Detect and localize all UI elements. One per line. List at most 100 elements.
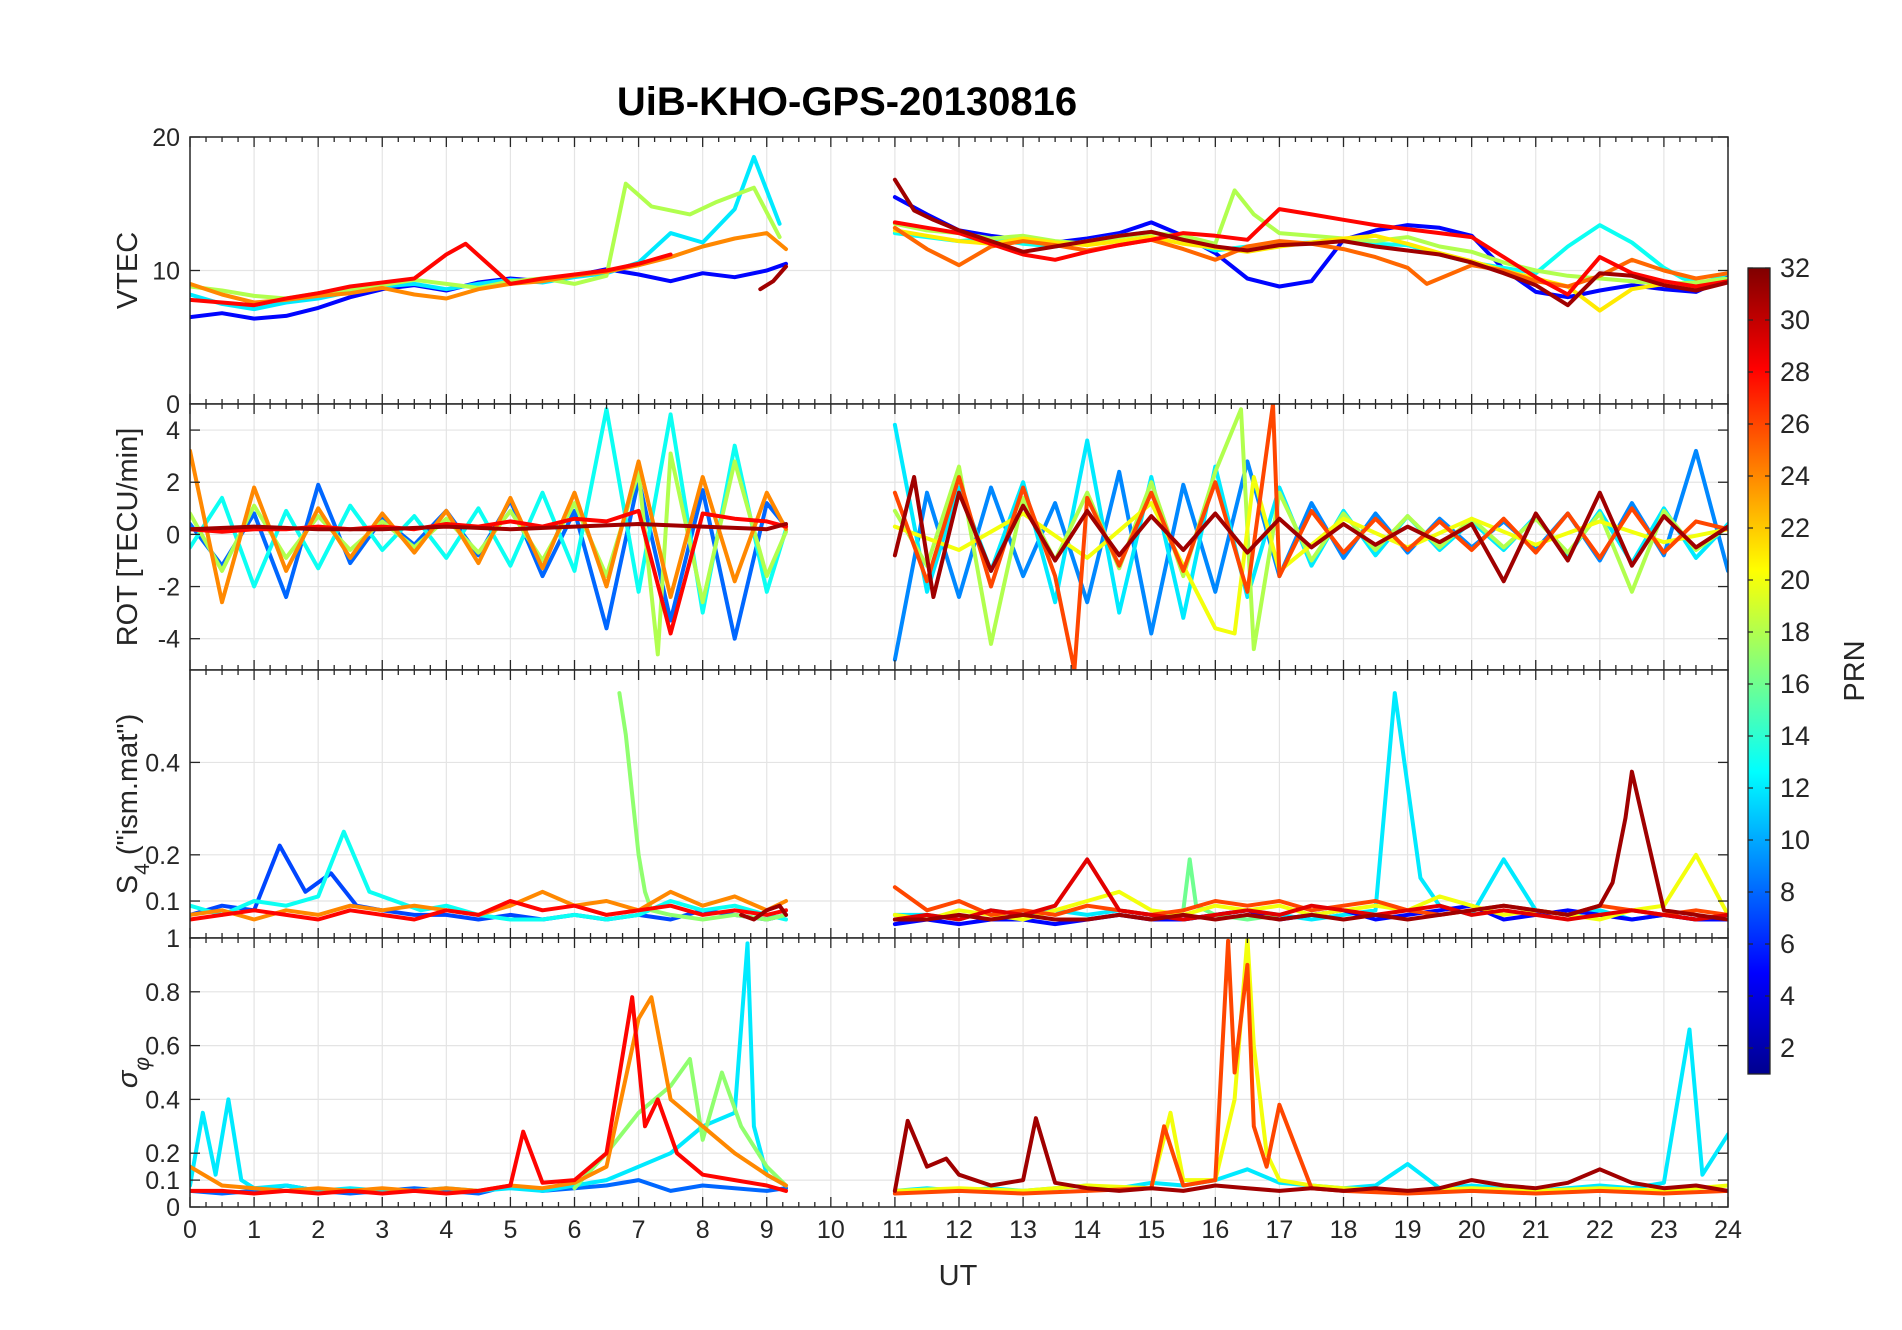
grid <box>190 938 1728 1207</box>
colorbar-tick-label: 6 <box>1780 929 1795 959</box>
panel-4: 00.10.2 0.4 0.6 0.8 1 σφ <box>112 925 1729 1222</box>
grid <box>190 137 1728 404</box>
x-tick-label: 1 <box>247 1216 261 1244</box>
x-axis: 0 1 2 3 4 5 6 7 8 9 10 11 12 13 14 15 16 17 18 19 20 21 22 23 24 <box>183 1216 1742 1244</box>
series-line-prn-28 <box>190 995 788 1196</box>
series-line-prn-17 <box>572 1057 788 1191</box>
colorbar-tick-label: 2 <box>1780 1033 1795 1063</box>
colorbar-tick-label: 14 <box>1780 721 1810 751</box>
x-tick-label: 8 <box>696 1216 710 1244</box>
series-line-prn-31 <box>892 769 1728 922</box>
series-line-prn-28 <box>892 207 1728 297</box>
chart-title: UiB-KHO-GPS-20130816 <box>617 80 1077 124</box>
x-tick-label: 16 <box>1201 1216 1229 1244</box>
x-tick-label: 7 <box>632 1216 646 1244</box>
panel-2: -4 -2 0 2 4 ROT [TECU/min] <box>112 403 1729 671</box>
series-line-prn-31 <box>739 903 788 922</box>
series-line-prn-28 <box>190 899 788 922</box>
x-tick-label: 23 <box>1650 1216 1678 1244</box>
x-tick-label: 14 <box>1073 1216 1101 1244</box>
x-ticks <box>189 938 1729 1207</box>
x-ticks <box>189 404 1729 670</box>
x-ticks <box>189 670 1729 938</box>
colorbar-tick-label: 26 <box>1780 409 1810 439</box>
y-axis-title: σφ <box>112 1057 154 1089</box>
series-line-prn-31 <box>892 1116 1728 1193</box>
y-tick-label: 4 <box>166 417 180 445</box>
series-group <box>190 155 1728 321</box>
colorbar-tick-label: 10 <box>1780 825 1810 855</box>
x-axis-title: UT <box>939 1260 978 1292</box>
y-tick-label: 0.4 <box>145 749 180 777</box>
series-line-prn-20 <box>892 475 1728 636</box>
x-tick-label: 22 <box>1586 1216 1614 1244</box>
y-tick-label: 0.2 <box>145 842 180 870</box>
y-axis: -4 -2 0 2 4 <box>158 417 1728 654</box>
grid <box>190 670 1728 938</box>
y-tick-label: 0 <box>166 521 180 549</box>
colorbar-title: PRN <box>1839 640 1871 701</box>
colorbar-tick-label: 8 <box>1780 877 1795 907</box>
y-tick-label: 0 <box>166 1194 180 1222</box>
x-tick-label: 24 <box>1714 1216 1742 1244</box>
series-line-prn-31 <box>892 177 1728 308</box>
series-line-prn-31 <box>892 475 1728 599</box>
colorbar-tick-label: 30 <box>1780 305 1810 335</box>
y-tick-label: -4 <box>158 626 180 654</box>
y-tick-label: 0 <box>166 391 180 419</box>
series-group <box>190 938 1728 1196</box>
series-line-prn-31 <box>758 264 788 292</box>
x-tick-label: 5 <box>503 1216 517 1244</box>
y-tick-label: 0.1 <box>145 1167 180 1195</box>
series-line-prn-20 <box>892 938 1728 1193</box>
y-tick-label: 0.8 <box>145 979 180 1007</box>
colorbar-tick-label: 22 <box>1780 513 1810 543</box>
x-tick-label: 4 <box>439 1216 453 1244</box>
series-line-prn-28 <box>190 241 673 308</box>
colorbar-gradient <box>1747 267 1771 1075</box>
x-tick-label: 6 <box>568 1216 582 1244</box>
y-axis: 00.10.2 0.4 0.6 0.8 1 <box>145 925 1728 1222</box>
colorbar-tick-label: 20 <box>1780 565 1810 595</box>
colorbar-tick-label: 28 <box>1780 357 1810 387</box>
y-axis-title: S4 ("ism.mat") <box>112 714 154 895</box>
x-tick-label: 11 <box>882 1216 908 1244</box>
series-group <box>190 691 1728 927</box>
series-line-prn-24 <box>190 889 788 922</box>
y-tick-label: 10 <box>152 258 180 286</box>
colorbar-tick-label: 32 <box>1780 253 1810 283</box>
series-line-prn-12 <box>190 155 782 312</box>
x-tick-label: 12 <box>945 1216 973 1244</box>
x-tick-label: 15 <box>1137 1216 1165 1244</box>
y-axis: 0.1 0.2 0.4 <box>145 749 1728 916</box>
panel-3: 0.1 0.2 0.4S4 ("ism.mat") <box>112 669 1729 939</box>
colorbar: 32 30 28 26 24 22 20 18 16 14 12 10 8 6 4 2 PRN <box>1747 253 1871 1075</box>
series-group <box>190 404 1728 670</box>
y-axis-title: ROT [TECU/min] <box>112 428 144 647</box>
y-axis: 0 10 20 <box>152 124 1728 419</box>
colorbar-tick-label: 16 <box>1780 669 1810 699</box>
y-tick-label: 2 <box>166 469 180 497</box>
series-line-prn-29 <box>892 857 1728 922</box>
x-tick-label: 3 <box>375 1216 389 1244</box>
series-line-prn-26 <box>892 404 1728 670</box>
y-tick-label: 0.1 <box>145 888 180 916</box>
x-tick-label: 9 <box>760 1216 774 1244</box>
panel-1: 0 10 20 VTEC <box>112 124 1729 419</box>
y-tick-label: 0.4 <box>145 1086 180 1114</box>
colorbar-tick-label: 4 <box>1780 981 1795 1011</box>
x-tick-label: 20 <box>1458 1216 1486 1244</box>
y-axis-title: VTEC <box>112 232 144 309</box>
x-tick-label: 0 <box>183 1216 197 1244</box>
y-tick-label: -2 <box>158 574 180 602</box>
x-tick-label: 2 <box>311 1216 325 1244</box>
x-tick-label: 17 <box>1266 1216 1294 1244</box>
x-tick-label: 19 <box>1394 1216 1422 1244</box>
series-line-prn-31 <box>190 522 788 532</box>
x-ticks <box>189 137 1729 404</box>
y-tick-label: 1 <box>166 925 180 953</box>
y-tick-label: 0.6 <box>145 1033 180 1061</box>
colorbar-tick-label: 18 <box>1780 617 1810 647</box>
